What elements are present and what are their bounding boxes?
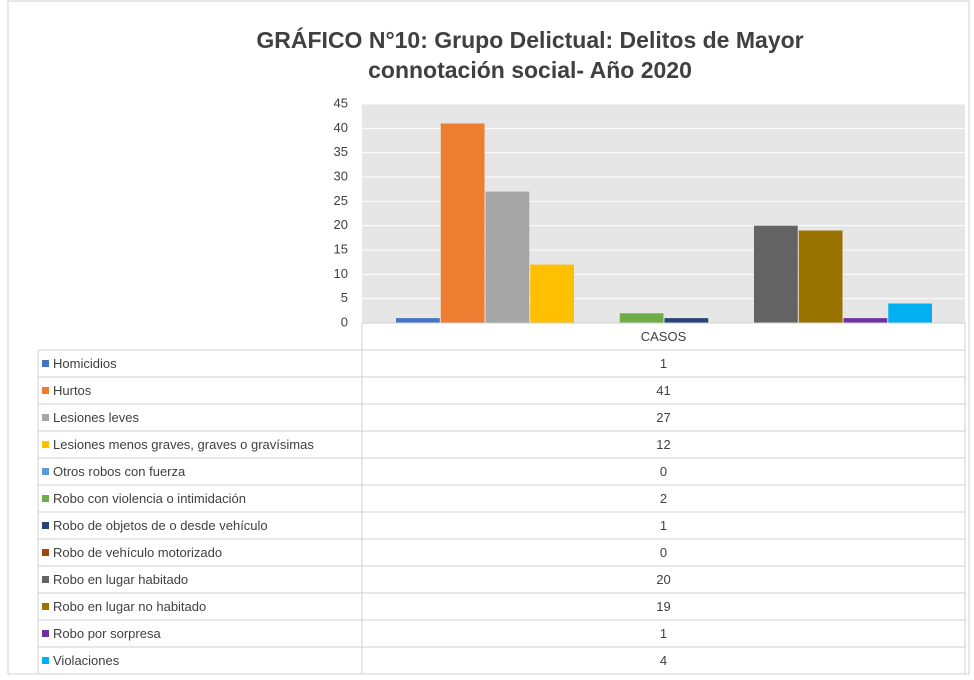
bar [843, 318, 888, 323]
legend-key [42, 468, 49, 475]
table-value: 1 [660, 626, 667, 641]
table-value: 0 [660, 545, 667, 560]
y-tick-label: 5 [341, 290, 348, 305]
bar [619, 313, 664, 323]
legend-label: Lesiones leves [53, 410, 139, 425]
table-value: 4 [660, 653, 667, 668]
legend-label: Robo en lugar no habitado [53, 599, 206, 614]
table-value: 19 [656, 599, 670, 614]
table-value: 27 [656, 410, 670, 425]
legend-key [42, 603, 49, 610]
legend-label: Otros robos con fuerza [53, 464, 186, 479]
bar [798, 230, 843, 323]
table-value: 1 [660, 356, 667, 371]
legend-key [42, 549, 49, 556]
legend-label: Violaciones [53, 653, 120, 668]
table-value: 2 [660, 491, 667, 506]
legend-key [42, 414, 49, 421]
table-value: 12 [656, 437, 670, 452]
bar [485, 191, 530, 323]
bar [530, 264, 574, 323]
legend-label: Robo de objetos de o desde vehículo [53, 518, 268, 533]
legend-label: Robo en lugar habitado [53, 572, 188, 587]
legend-label: Lesiones menos graves, graves o gravísim… [53, 437, 314, 452]
y-tick-label: 45 [334, 95, 348, 110]
legend-key [42, 441, 49, 448]
table-value: 1 [660, 518, 667, 533]
category-label: CASOS [641, 329, 687, 344]
legend-label: Homicidios [53, 356, 117, 371]
legend-key [42, 657, 49, 664]
chart-title: GRÁFICO N°10: Grupo Delictual: Delitos d… [256, 26, 803, 83]
y-tick-label: 35 [334, 144, 348, 159]
y-tick-label: 30 [334, 168, 348, 183]
y-tick-label: 20 [334, 217, 348, 232]
legend-key [42, 360, 49, 367]
legend-key [42, 387, 49, 394]
bar [754, 225, 798, 323]
y-tick-label: 25 [334, 193, 348, 208]
legend-key [42, 522, 49, 529]
legend-key [42, 630, 49, 637]
legend-label: Robo por sorpresa [53, 626, 161, 641]
bar [664, 318, 709, 323]
legend-key [42, 576, 49, 583]
y-tick-label: 0 [341, 314, 348, 329]
bar [888, 303, 932, 323]
bar [396, 318, 440, 323]
table-value: 41 [656, 383, 670, 398]
table-value: 0 [660, 464, 667, 479]
y-tick-label: 15 [334, 241, 348, 256]
bar [440, 123, 485, 323]
table-value: 20 [656, 572, 670, 587]
y-tick-label: 40 [334, 120, 348, 135]
y-tick-label: 10 [334, 266, 348, 281]
legend-key [42, 495, 49, 502]
legend-label: Robo de vehículo motorizado [53, 545, 222, 560]
legend-label: Robo con violencia o intimidación [53, 491, 246, 506]
legend-label: Hurtos [53, 383, 92, 398]
